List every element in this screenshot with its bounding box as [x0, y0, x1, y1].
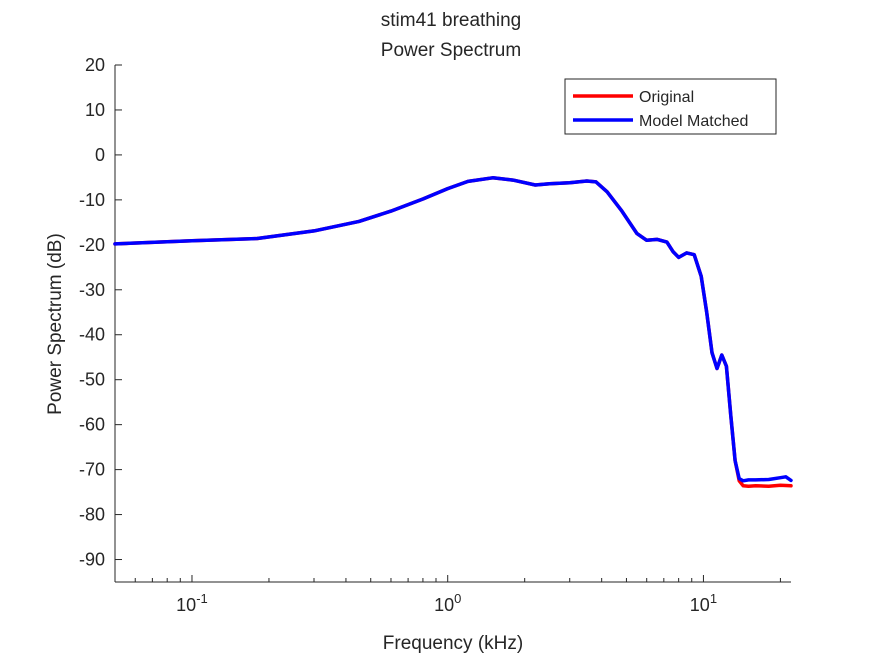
chart-title-line-1: stim41 breathing [381, 10, 521, 31]
legend-box [564, 78, 777, 135]
y-axis-label: Power Spectrum (dB) [45, 233, 66, 415]
plot-background [115, 65, 791, 582]
y-tick-label: 0 [95, 145, 105, 165]
x-tick-label: 10-1 [176, 591, 208, 615]
y-tick-label: -20 [79, 235, 105, 255]
legend: Original Model Matched [564, 78, 777, 135]
y-tick-label: -80 [79, 505, 105, 525]
y-tick-label: -10 [79, 190, 105, 210]
legend-label: Original [639, 89, 694, 106]
y-tick-label: -40 [79, 325, 105, 345]
y-tick-label: -90 [79, 550, 105, 570]
chart-title-line-2: Power Spectrum [381, 40, 521, 61]
y-tick-label: -60 [79, 415, 105, 435]
y-tick-label: -70 [79, 460, 105, 480]
x-tick-label: 100 [434, 591, 461, 615]
y-tick-label: 10 [85, 100, 105, 120]
x-axis-label: Frequency (kHz) [383, 633, 523, 654]
y-tick-label: -50 [79, 370, 105, 390]
series-line-model-matched [113, 176, 793, 483]
legend-label: Model Matched [639, 113, 748, 130]
y-tick-label: 20 [85, 55, 105, 75]
x-tick-label: 101 [690, 591, 717, 615]
y-tick-label: -30 [79, 280, 105, 300]
